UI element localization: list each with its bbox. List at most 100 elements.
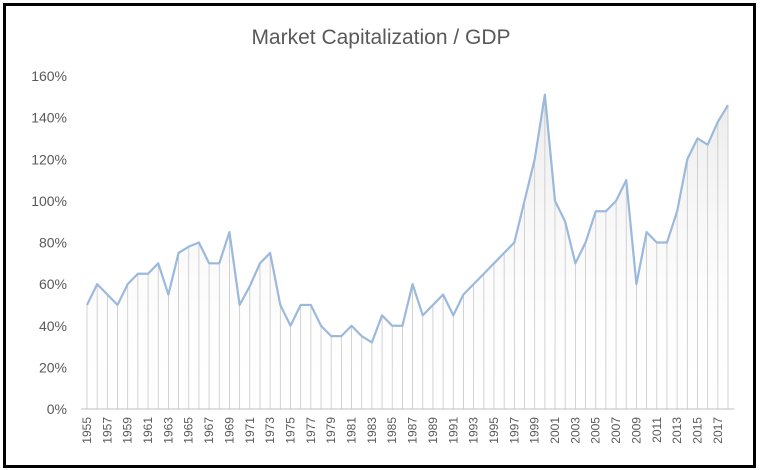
y-tick-label: 80%	[39, 235, 67, 251]
data-point-1998	[524, 200, 526, 202]
data-point-1971	[249, 285, 251, 287]
data-point-1995	[493, 262, 495, 264]
data-point-1972	[259, 262, 261, 264]
data-point-1967	[208, 262, 210, 264]
data-point-1955	[86, 304, 88, 306]
data-point-1957	[106, 294, 108, 296]
x-tick-label: 1969	[222, 417, 236, 444]
x-tick-label: 1963	[161, 417, 175, 444]
x-tick-label: 1967	[202, 417, 216, 444]
data-point-1987	[412, 283, 414, 285]
data-point-2006	[605, 210, 607, 212]
x-tick-label: 2011	[650, 417, 664, 443]
x-tick-label: 1959	[121, 417, 135, 444]
chart-frame: Market Capitalization / GDP 0% 20% 40% 60% 8…	[3, 3, 756, 468]
data-point-1993	[473, 283, 475, 285]
data-point-1994	[483, 273, 485, 275]
x-tick-label: 1983	[365, 417, 379, 444]
x-tick-label: 1955	[80, 417, 94, 444]
data-point-1986	[401, 325, 403, 327]
data-point-1974	[279, 304, 281, 306]
x-tick-label: 1981	[345, 417, 359, 444]
data-point-2012	[666, 242, 668, 244]
x-tick-label: 1989	[426, 417, 440, 444]
x-tick-label: 1973	[263, 417, 277, 444]
data-point-1956	[96, 283, 98, 285]
data-point-1977	[310, 304, 312, 306]
data-point-2010	[646, 231, 648, 233]
data-point-1968	[218, 262, 220, 264]
x-tick-label: 2005	[589, 417, 603, 444]
data-point-2018	[727, 104, 729, 106]
data-point-1958	[117, 304, 119, 306]
data-point-1960	[137, 273, 139, 275]
data-point-1990	[442, 294, 444, 296]
y-tick-label: 120%	[31, 151, 67, 167]
series-line-layer	[86, 93, 729, 344]
data-point-2003	[574, 262, 576, 264]
data-point-2014	[686, 158, 688, 160]
data-point-1979	[330, 335, 332, 337]
data-point-1969	[228, 231, 230, 233]
x-tick-label: 1961	[141, 417, 155, 444]
data-point-1997	[513, 242, 515, 244]
data-point-1976	[300, 304, 302, 306]
x-tick-label: 1957	[100, 417, 114, 444]
data-point-1975	[289, 325, 291, 327]
data-point-1981	[351, 325, 353, 327]
data-point-2011	[656, 242, 658, 244]
x-tick-label: 2001	[548, 417, 562, 444]
data-point-2008	[625, 179, 627, 181]
x-tick-label: 1971	[243, 417, 257, 444]
data-point-1989	[432, 304, 434, 306]
y-tick-label: 0%	[47, 401, 67, 417]
x-tick-label: 1975	[283, 417, 297, 444]
x-tick-label: 2007	[609, 417, 623, 444]
market-cap-gdp-chart: Market Capitalization / GDP 0% 20% 40% 60% 8…	[31, 26, 734, 444]
data-point-1962	[157, 262, 159, 264]
x-tick-label: 2017	[711, 417, 725, 444]
y-tick-label: 60%	[39, 276, 67, 292]
data-point-2004	[585, 242, 587, 244]
x-tick-label: 2009	[629, 417, 643, 444]
x-tick-label: 2003	[568, 417, 582, 444]
data-point-1980	[340, 335, 342, 337]
x-tick-label: 1995	[487, 417, 501, 444]
data-point-1985	[391, 325, 393, 327]
data-point-1996	[503, 252, 505, 254]
x-tick-label: 1985	[385, 417, 399, 444]
data-point-1963	[167, 294, 169, 296]
area-fill	[87, 94, 728, 409]
x-tick-label: 1997	[507, 417, 521, 444]
x-tick-label: 1977	[304, 417, 318, 444]
data-point-2007	[615, 200, 617, 202]
y-tick-label: 160%	[31, 68, 67, 84]
data-point-2017	[717, 121, 719, 123]
data-point-2015	[696, 137, 698, 139]
data-point-1983	[371, 341, 373, 343]
y-tick-label: 100%	[31, 193, 67, 209]
x-axis-ticks: 1955 1957 1959 1961 1963 1965 1967 1969 1971 1973…	[80, 417, 725, 444]
area-layer	[87, 94, 728, 409]
y-tick-label: 40%	[39, 318, 67, 334]
x-tick-label: 1993	[467, 417, 481, 444]
y-tick-label: 140%	[31, 110, 67, 126]
data-point-2016	[707, 144, 709, 146]
data-point-1992	[462, 294, 464, 296]
chart-title: Market Capitalization / GDP	[251, 26, 510, 49]
data-point-1982	[361, 335, 363, 337]
data-point-1978	[320, 325, 322, 327]
data-point-1973	[269, 252, 271, 254]
drop-lines	[86, 94, 729, 409]
data-point-2013	[676, 210, 678, 212]
data-point-2009	[635, 283, 637, 285]
x-tick-label: 2013	[670, 417, 684, 444]
x-tick-label: 1987	[406, 417, 420, 444]
x-tick-label: 2015	[690, 417, 704, 444]
data-point-1959	[127, 283, 129, 285]
data-point-2002	[564, 221, 566, 223]
series-line	[86, 93, 729, 344]
data-point-2005	[595, 210, 597, 212]
data-point-1988	[422, 314, 424, 316]
x-tick-label: 1991	[446, 417, 460, 444]
